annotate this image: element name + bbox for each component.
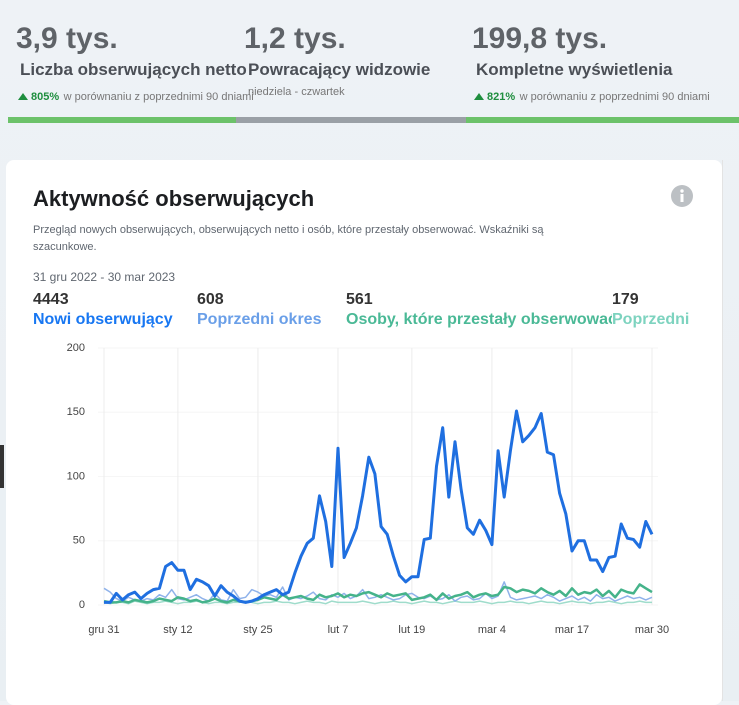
tab-bar bbox=[466, 117, 739, 123]
stat-label: Powracający widzowie bbox=[248, 60, 431, 79]
stat-label: Kompletne wyświetlenia bbox=[476, 60, 673, 79]
metric-name: Nowi obserwujący bbox=[33, 311, 173, 328]
y-tick-label: 0 bbox=[79, 599, 85, 611]
stat-value: 199,8 tys. bbox=[472, 22, 608, 55]
x-tick-label: lut 7 bbox=[328, 624, 349, 636]
metric-name: Poprzedni bbox=[612, 311, 690, 329]
y-tick-label: 100 bbox=[67, 470, 85, 482]
y-tick-label: 200 bbox=[67, 342, 85, 354]
info-icon[interactable] bbox=[670, 184, 694, 208]
x-tick-label: lut 19 bbox=[398, 624, 425, 636]
metric-value: 608 bbox=[197, 291, 224, 308]
stat-value: 1,2 tys. bbox=[244, 22, 346, 55]
x-tick-label: mar 17 bbox=[555, 624, 589, 636]
x-tick-label: gru 31 bbox=[88, 624, 119, 636]
y-tick-label: 50 bbox=[73, 535, 85, 547]
divider bbox=[722, 160, 723, 701]
stat-change-row: 805% w porównaniu z poprzednimi 90 dniam… bbox=[18, 87, 254, 105]
metric-name: Poprzedni okres bbox=[197, 311, 322, 328]
metric-name: Osoby, które przestały obserwować bbox=[346, 311, 617, 328]
x-tick-label: mar 4 bbox=[478, 624, 506, 636]
card-description: Przegląd nowych obserwujących, obserwują… bbox=[33, 224, 544, 253]
card-title: Aktywność obserwujących bbox=[33, 186, 315, 211]
stat-note: w porównaniu z poprzednimi 90 dniami bbox=[63, 91, 254, 103]
stat-change: 805% bbox=[31, 91, 60, 103]
side-tab bbox=[0, 445, 4, 488]
card bbox=[6, 160, 722, 705]
x-tick-label: sty 25 bbox=[243, 624, 272, 636]
tab-bar bbox=[236, 117, 466, 123]
stat-value: 3,9 tys. bbox=[16, 22, 118, 55]
stat-label: Liczba obserwujących netto bbox=[20, 60, 247, 79]
stat-note: w porównaniu z poprzednimi 90 dniami bbox=[519, 91, 710, 103]
date-range: 31 gru 2022 - 30 mar 2023 bbox=[33, 270, 176, 284]
metric-value: 4443 bbox=[33, 291, 69, 308]
stat-note: niedziela - czwartek bbox=[248, 86, 345, 98]
series-line bbox=[104, 409, 654, 604]
x-tick-label: sty 12 bbox=[163, 624, 192, 636]
stat-change: 821% bbox=[487, 91, 516, 103]
tab-bar bbox=[8, 117, 236, 123]
y-tick-label: 150 bbox=[67, 406, 85, 418]
stat-change-row: 821% w porównaniu z poprzednimi 90 dniam… bbox=[474, 87, 710, 105]
series-line bbox=[103, 583, 653, 604]
metric-value: 561 bbox=[346, 291, 373, 308]
x-tick-label: mar 30 bbox=[635, 624, 669, 636]
metric-value: 179 bbox=[612, 291, 639, 308]
series-line bbox=[103, 600, 652, 605]
